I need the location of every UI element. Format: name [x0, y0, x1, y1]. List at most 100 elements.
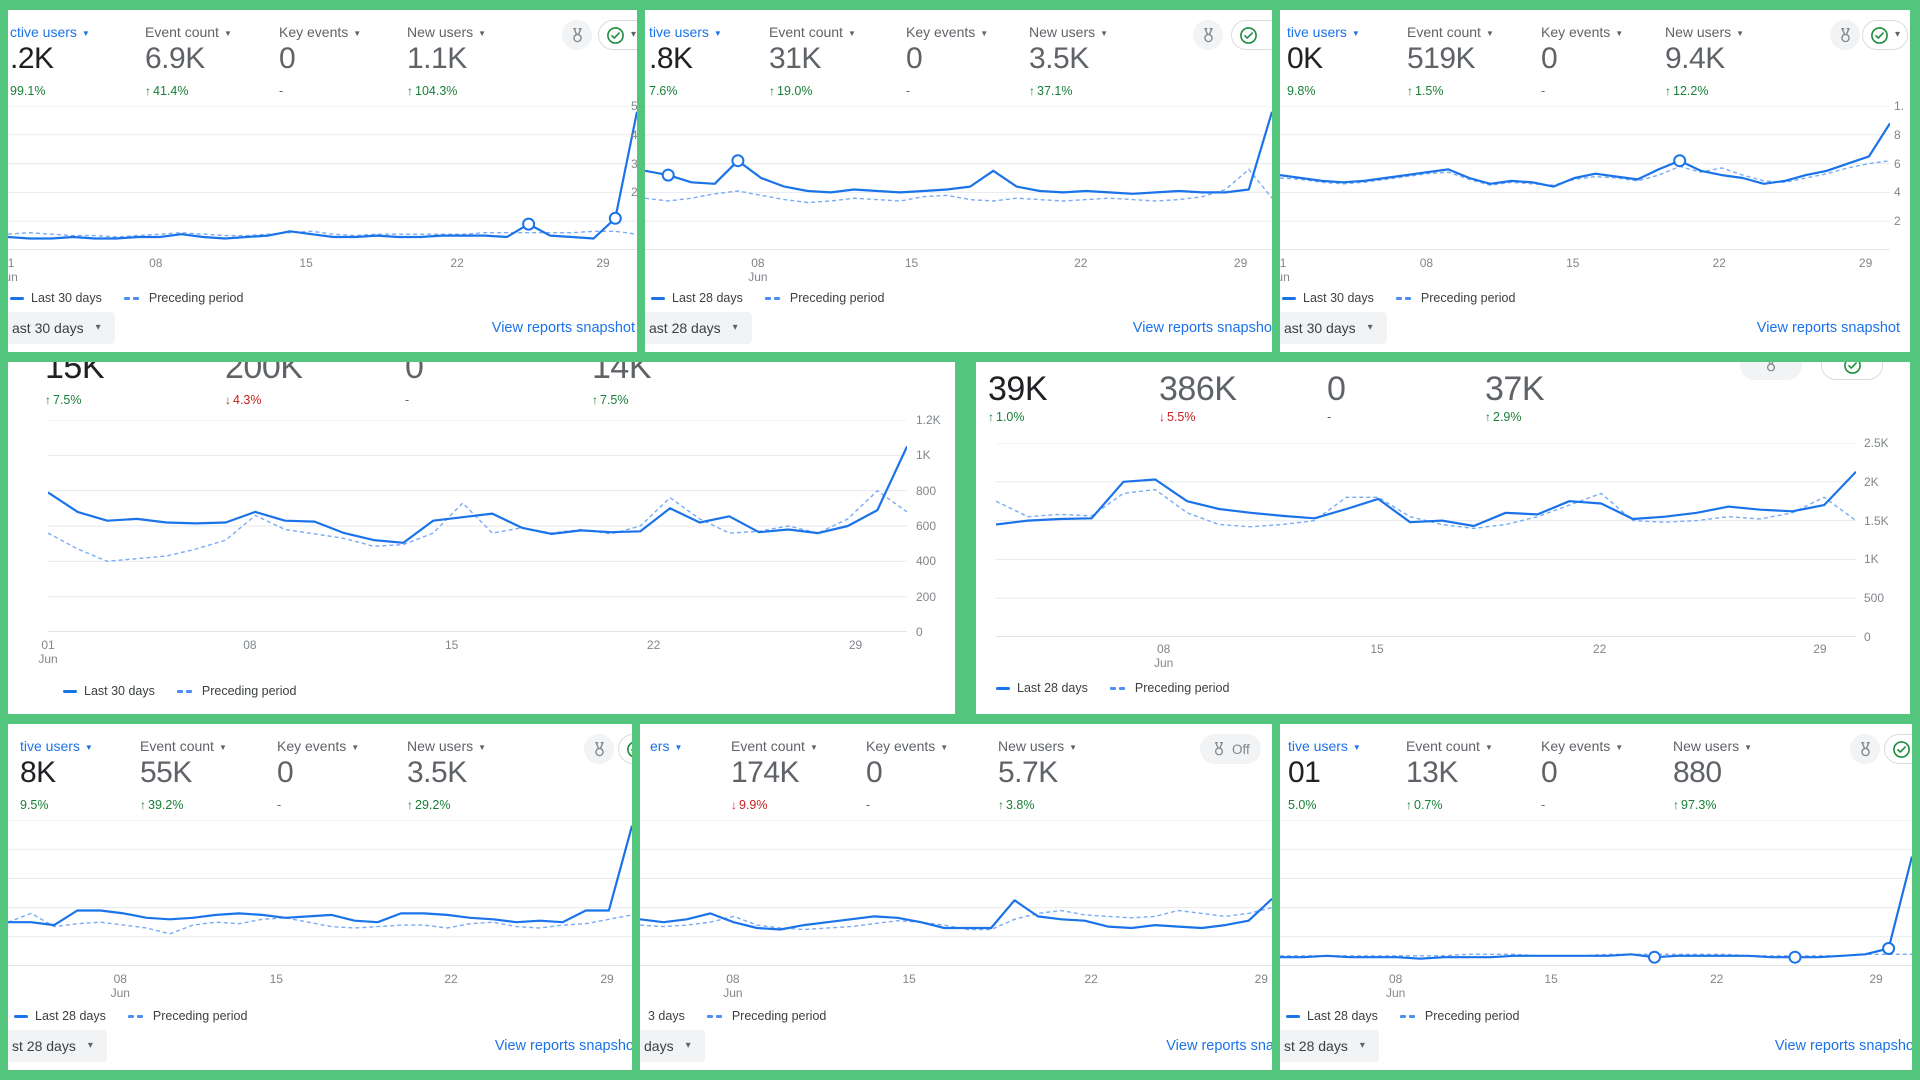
checkmark-status-pill-cut[interactable]	[1821, 362, 1883, 380]
metric-label-1[interactable]: tive users ▼	[1288, 738, 1361, 754]
metric-label-2[interactable]: Event count ▼	[1406, 738, 1493, 754]
legend-item-preceding: Preceding period	[1399, 1009, 1519, 1023]
metric-change-text: 19.0%	[777, 84, 813, 98]
metric-label-1[interactable]: tive users ▼	[1287, 24, 1360, 40]
date-range-button[interactable]: ast 30 days ▾	[8, 312, 115, 344]
medal-icon[interactable]	[1193, 20, 1223, 50]
line-chart	[645, 106, 1272, 250]
tick-label: 29	[596, 256, 610, 270]
date-range-button[interactable]: days ▾	[640, 1030, 705, 1062]
medal-off-pill[interactable]: Off	[1200, 734, 1261, 764]
metric-change-4: ↑ 29.2%	[407, 798, 450, 812]
metric-label-3[interactable]: Key events ▼	[279, 24, 361, 40]
date-range-label: ast 30 days	[1284, 320, 1356, 336]
chart-legend: Last 30 days Preceding period	[10, 291, 265, 305]
metric-label-2[interactable]: Event count ▼	[731, 738, 818, 754]
medal-icon[interactable]	[584, 734, 614, 764]
metric-label-2[interactable]: Event count ▼	[769, 24, 856, 40]
legend-dashed-line-swatch	[1109, 681, 1128, 695]
legend-label: Last 28 days	[1307, 1009, 1378, 1023]
legend-item-current: Last 28 days	[1286, 1009, 1378, 1023]
metric-change-text: -	[279, 84, 284, 98]
metric-label-1[interactable]: tive users ▼	[20, 738, 93, 754]
tick-label: 15	[445, 638, 459, 652]
metric-value-2: 519K	[1407, 42, 1476, 75]
off-label: Off	[1232, 741, 1250, 757]
y-axis-label: 500	[1864, 591, 1885, 606]
metric-label-4[interactable]: New users ▼	[998, 738, 1077, 754]
metric-change-text: 9.9%	[739, 798, 768, 812]
metric-label-1[interactable]: ers ▼	[650, 738, 682, 754]
view-reports-snapshot-link[interactable]: View reports sna	[1166, 1038, 1272, 1054]
y-axis-label: 600	[916, 519, 937, 533]
metric-value-3: 0	[405, 362, 424, 386]
tick-month-label: Jun	[748, 270, 768, 284]
arrow-up-icon: ↑	[998, 798, 1004, 812]
y-axis-label: 4	[1894, 185, 1901, 200]
metric-change-1: ↑ 1.0%	[988, 410, 1025, 424]
tick-label: 1	[8, 256, 15, 270]
y-axis-label: 3	[631, 156, 637, 171]
x-axis-tick: 08 Jun	[111, 972, 130, 1000]
view-reports-snapshot-link[interactable]: View reports snapsho	[494, 1038, 632, 1054]
chevron-down-icon: ▼	[1615, 743, 1624, 752]
view-reports-snapshot-link[interactable]: View reports snapshot	[1756, 320, 1900, 336]
metric-label-2[interactable]: Event count ▼	[1407, 24, 1494, 40]
metric-change-3: -	[1327, 410, 1331, 424]
metric-label-4[interactable]: New users ▼	[407, 24, 486, 40]
metric-label-text: New users	[1665, 24, 1732, 40]
medal-icon[interactable]	[1850, 734, 1880, 764]
chevron-down-icon: ▼	[218, 743, 227, 752]
legend-dashed-line-swatch	[1399, 1009, 1418, 1023]
metric-label-1[interactable]: ctive users ▼	[10, 24, 90, 40]
x-axis-tick: 29	[849, 638, 862, 652]
medal-icon[interactable]	[562, 20, 592, 50]
line-chart	[48, 420, 907, 632]
date-range-button[interactable]: st 28 days ▾	[8, 1030, 107, 1062]
metric-label-3[interactable]: Key events ▼	[1541, 24, 1623, 40]
checkmark-status-pill[interactable]: ▾	[598, 20, 637, 50]
tick-label: 22	[1593, 642, 1607, 656]
metric-change-4: ↑ 7.5%	[592, 393, 629, 407]
metric-change-text: -	[1327, 410, 1332, 424]
view-reports-snapshot-link[interactable]: View reports snapshot	[491, 320, 635, 336]
metric-label-4[interactable]: New users ▼	[1029, 24, 1108, 40]
legend-label: Last 28 days	[35, 1009, 106, 1023]
arrow-up-icon: ↑	[1485, 410, 1491, 424]
legend-item-current: Last 30 days	[10, 291, 102, 305]
view-reports-snapshot-link[interactable]: View reports snapsho	[1774, 1038, 1912, 1054]
x-axis-tick: 08 Jun	[1386, 972, 1405, 1000]
view-reports-snapshot-link[interactable]: View reports snapshot	[1132, 320, 1272, 336]
checkmark-status-pill[interactable]	[618, 734, 632, 764]
medal-pill-cut[interactable]	[1740, 362, 1802, 380]
checkmark-status-pill[interactable]	[1231, 20, 1272, 50]
legend-item-preceding: Preceding period	[123, 291, 243, 305]
metric-value-3: 0	[866, 756, 883, 789]
metric-label-3[interactable]: Key events ▼	[277, 738, 359, 754]
line-chart	[996, 443, 1856, 637]
metric-label-1[interactable]: tive users ▼	[649, 24, 722, 40]
legend-item-preceding: Preceding period	[176, 684, 296, 698]
date-range-button[interactable]: ast 30 days ▾	[1280, 312, 1387, 344]
metric-label-4[interactable]: New users ▼	[1673, 738, 1752, 754]
metric-label-3[interactable]: Key events ▼	[906, 24, 988, 40]
metric-label-3[interactable]: Key events ▼	[1541, 738, 1623, 754]
y-axis-label: 2.5K	[1864, 436, 1889, 450]
checkmark-status-pill[interactable]: ▾	[1862, 20, 1908, 50]
medal-icon[interactable]	[1830, 20, 1860, 50]
checkmark-status-pill[interactable]	[1884, 734, 1912, 764]
date-range-button[interactable]: ast 28 days ▾	[645, 312, 752, 344]
metric-label-4[interactable]: New users ▼	[1665, 24, 1744, 40]
tick-label: 08	[113, 972, 127, 986]
legend-label: 3 days	[648, 1009, 685, 1023]
y-axis-label: 1.5K	[1864, 513, 1889, 528]
date-range-button[interactable]: st 28 days ▾	[1280, 1030, 1379, 1062]
metric-label-3[interactable]: Key events ▼	[866, 738, 948, 754]
y-axis-label: 800	[916, 483, 937, 498]
arrow-up-icon: ↑	[1406, 798, 1412, 812]
metric-label-2[interactable]: Event count ▼	[140, 738, 227, 754]
metric-label-4[interactable]: New users ▼	[407, 738, 486, 754]
metric-label-text: Event count	[1407, 24, 1481, 40]
metric-change-text: 2.9%	[1493, 410, 1522, 424]
metric-label-2[interactable]: Event count ▼	[145, 24, 232, 40]
